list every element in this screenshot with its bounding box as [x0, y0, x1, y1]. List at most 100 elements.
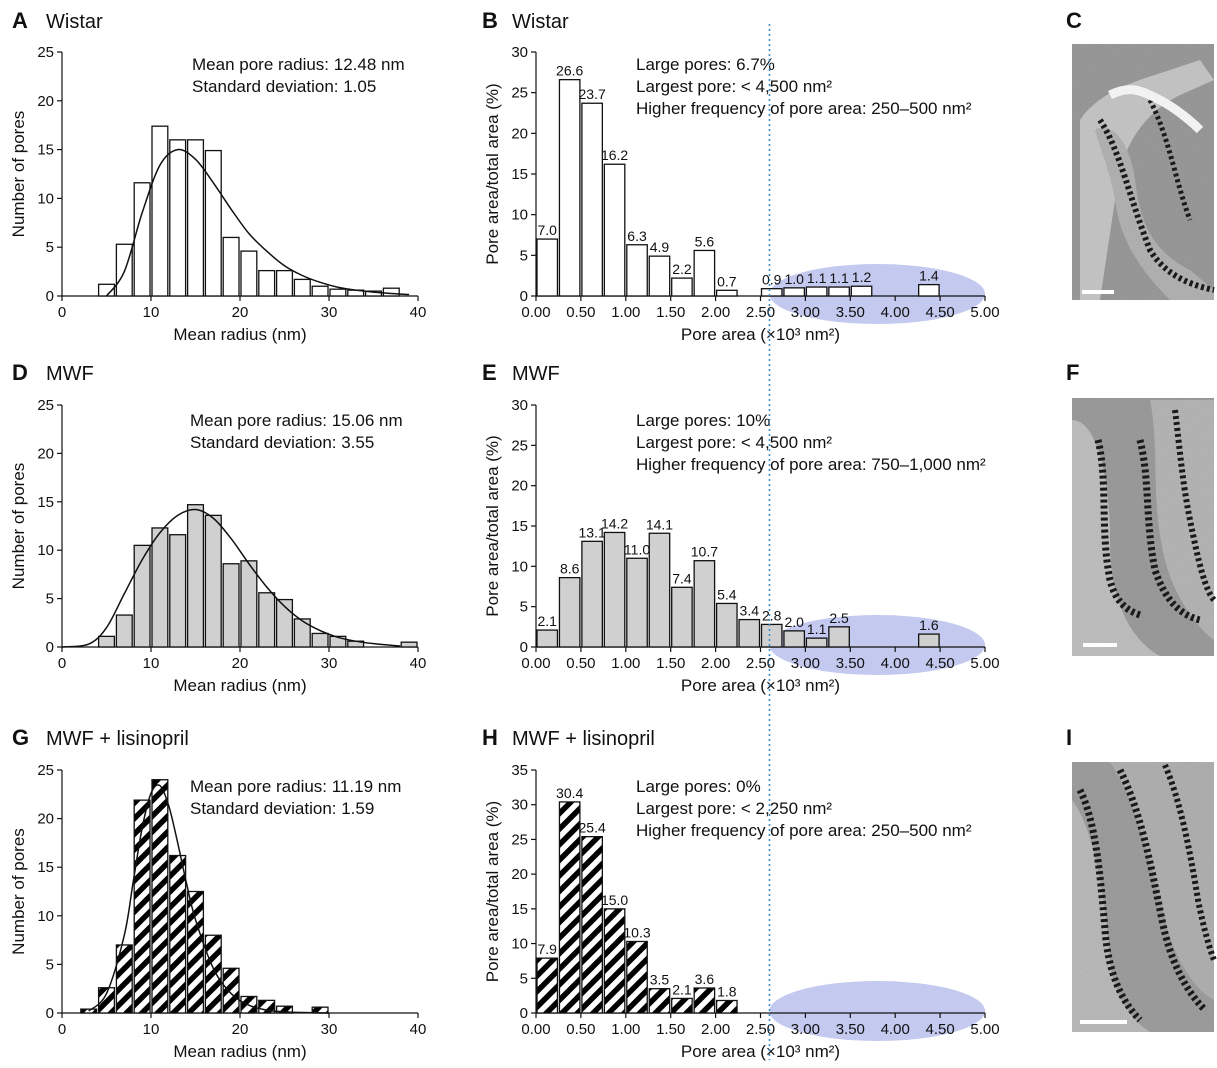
y-tick-label: 10: [37, 908, 54, 925]
panel-title: Wistar: [46, 11, 103, 33]
y-tick-label: 20: [511, 125, 528, 142]
panel-title: MWF: [46, 363, 94, 385]
x-tick-label: 1.00: [611, 655, 640, 672]
bar-value-label: 3.6: [695, 971, 715, 987]
x-tick-label: 3.00: [791, 304, 820, 321]
panel-letter: H: [482, 725, 498, 750]
x-tick-label: 4.50: [925, 304, 954, 321]
panel-f-heading: F: [1066, 360, 1079, 385]
x-tick-label: 1.00: [611, 304, 640, 321]
x-tick-label: 10: [143, 304, 160, 321]
chart-panel-h: 0 5 10 15 20 25 30 35 0.00 0.50 1.00 1.50 2.00 2.50 3.…: [483, 762, 1000, 1061]
y-tick-label: 30: [511, 397, 528, 414]
y-tick-label: 0: [520, 639, 528, 656]
panel-title: Wistar: [512, 11, 569, 33]
histogram-bar: [186, 139, 205, 297]
bar-value-label: 8.6: [560, 561, 580, 577]
bar-value-label: 0.9: [762, 272, 782, 288]
x-tick-label: 30: [321, 1021, 338, 1038]
histogram-bar: [558, 79, 581, 297]
bar-value-label: 1.1: [807, 270, 827, 286]
histogram-bar: [626, 940, 648, 1014]
y-axis-label: Number of pores: [9, 828, 28, 955]
y-tick-label: 15: [37, 494, 54, 511]
histogram-bar: [760, 623, 783, 648]
panel-g-annotation: Mean pore radius: 11.19 nm Standard devi…: [190, 777, 401, 818]
panel-letter: D: [12, 360, 28, 385]
y-tick-label: 15: [37, 859, 54, 876]
histogram-bar: [850, 285, 873, 297]
histogram-bar: [151, 779, 169, 1014]
bar-value-label: 1.6: [919, 617, 939, 633]
frequency-text: Higher frequency of pore area: 750–1,000…: [636, 455, 986, 474]
histogram-bar: [329, 635, 347, 648]
bar-value-label: 3.4: [740, 603, 760, 619]
bar-value-label: 7.9: [537, 941, 557, 957]
histogram-bar: [186, 504, 205, 648]
bar-value-label: 2.5: [829, 610, 849, 626]
x-tick-label: 2.50: [746, 655, 775, 672]
histogram-bar: [603, 163, 626, 297]
bar-value-label: 1.0: [784, 271, 804, 287]
y-tick-label: 20: [37, 811, 54, 828]
chart-panel-d: 0 5 10 15 20 25 0 10 20 30 40 Mean radius (nm) Numbe…: [9, 397, 426, 695]
y-tick-label: 10: [511, 558, 528, 575]
histogram-bar: [805, 286, 828, 297]
panel-letter: I: [1066, 725, 1072, 750]
x-tick-label: 4.00: [881, 655, 910, 672]
x-tick-label: 10: [143, 1021, 160, 1038]
chart-panel-a: 0 5 10 15 20 25 0 10 20 30 40 Mean radius (nm) Numbe…: [9, 44, 426, 344]
x-tick-label: 20: [232, 655, 249, 672]
histogram-bar: [671, 997, 693, 1014]
x-tick-label: 40: [410, 1021, 427, 1038]
histogram-bar: [536, 238, 559, 297]
chart-panel-g: 0 5 10 15 20 25 0 10 20 30 40 Mean radius (nm) Numbe…: [9, 762, 426, 1061]
panel-e-annotation: Large pores: 10% Largest pore: < 4,500 n…: [636, 411, 986, 474]
y-tick-label: 10: [511, 207, 528, 224]
panel-a-annotation: Mean pore radius: 12.48 nm Standard devi…: [192, 55, 405, 96]
frequency-text: Higher frequency of pore area: 250–500 n…: [636, 821, 972, 840]
histogram-bar: [151, 527, 169, 648]
micrograph-c: [1072, 44, 1215, 300]
histogram-bar: [760, 288, 783, 297]
histogram-bar: [558, 801, 581, 1014]
histogram-bar: [311, 285, 329, 297]
y-tick-label: 5: [46, 956, 54, 973]
histogram-bar: [204, 149, 222, 297]
bar-value-label: 30.4: [556, 785, 583, 801]
histogram-bar: [222, 563, 240, 648]
bar-value-label: 13.1: [579, 524, 606, 540]
panel-d-annotation: Mean pore radius: 15.06 nm Standard devi…: [190, 411, 403, 452]
x-tick-label: 3.50: [836, 655, 865, 672]
bar-value-label: 10.3: [623, 924, 650, 940]
x-tick-label: 20: [232, 304, 249, 321]
y-tick-label: 0: [46, 639, 54, 656]
histogram-bar: [382, 287, 400, 297]
x-tick-label: 40: [410, 304, 427, 321]
bar-value-label: 7.0: [537, 222, 557, 238]
histogram-bar: [783, 287, 806, 297]
histogram-bar: [204, 514, 222, 648]
panel-b-heading: B Wistar: [482, 8, 569, 33]
y-tick-label: 15: [511, 166, 528, 183]
bar-value-label: 4.9: [650, 239, 670, 255]
bar-value-label: 2.0: [784, 614, 804, 630]
y-tick-label: 25: [37, 397, 54, 414]
y-tick-label: 5: [520, 970, 528, 987]
frequency-text: Higher frequency of pore area: 250–500 n…: [636, 99, 972, 118]
micrograph-texture: [1072, 44, 1214, 300]
x-tick-label: 3.50: [836, 1021, 865, 1038]
histogram-bar: [715, 602, 738, 648]
x-tick-label: 4.50: [925, 1021, 954, 1038]
x-tick-label: 0.50: [566, 304, 595, 321]
filtration-slit: [1097, 118, 1215, 293]
histogram-bar: [169, 854, 187, 1014]
largest-pore-text: Largest pore: < 4,500 nm²: [636, 433, 832, 452]
mean-radius-text: Mean pore radius: 11.19 nm: [190, 777, 401, 796]
large-pore-highlight: [769, 981, 985, 1041]
histogram-bar: [97, 635, 116, 648]
bar-value-label: 6.3: [627, 228, 647, 244]
x-tick-label: 1.50: [656, 304, 685, 321]
large-pore-highlight: [769, 264, 985, 324]
